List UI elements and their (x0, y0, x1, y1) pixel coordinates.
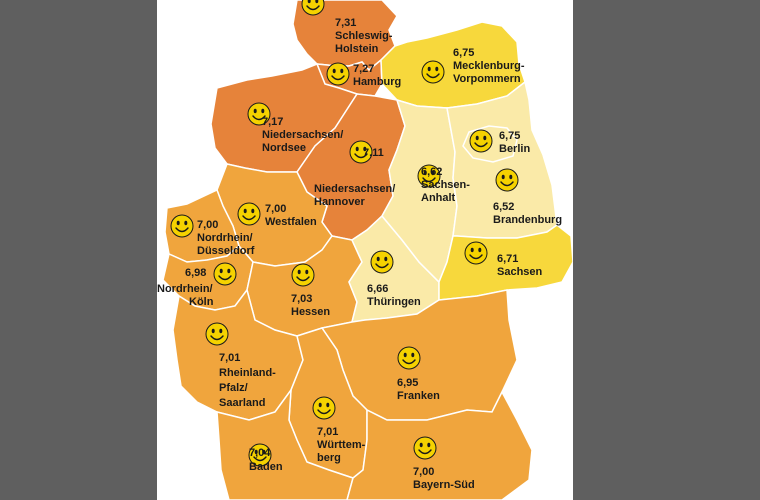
region-value: 7,17 (262, 116, 283, 128)
region-name: Pfalz/ (219, 382, 248, 394)
region-value: 7,31 (335, 17, 356, 29)
region-name: Düsseldorf (197, 245, 255, 257)
region-name: Niedersachsen/ (262, 129, 343, 141)
sachsen-anhalt-smiley-icon (417, 164, 441, 188)
regions-layer (162, 0, 573, 500)
region-name: Sachsen- (421, 179, 470, 191)
region-label-rheinland-pfalz-saarland: 7,01 Rheinland- Pfalz/Saarland (205, 322, 276, 409)
region-name: Brandenburg (493, 214, 562, 226)
region-name: Vorpommern (453, 73, 521, 85)
westfalen-smiley-icon (237, 202, 261, 226)
sachsen-smiley-icon (464, 241, 488, 265)
region-name: Holstein (335, 43, 379, 55)
nordrhein-koeln-smiley-icon (213, 262, 237, 286)
region-name: Thüringen (367, 296, 421, 308)
region-label-nordrhein-koeln: 6,98 Nordrhein/Köln (157, 262, 237, 308)
niedersachsen-nordsee-smiley-icon (247, 102, 271, 126)
region-name: Sachsen (497, 266, 543, 278)
region-value: 6,52 (493, 201, 514, 213)
region-name: Niedersachsen/ (314, 183, 395, 195)
franken-smiley-icon (397, 346, 421, 370)
region-name: Westfalen (265, 216, 317, 228)
germany-map: 7,31Schleswig-Holstein7,27Hamburg6,75Mec… (157, 0, 573, 500)
region-name: Mecklenburg- (453, 60, 525, 72)
region-value: 6,98 (185, 267, 206, 279)
hamburg-smiley-icon (326, 62, 350, 86)
region-value: 6,66 (367, 283, 388, 295)
labels-layer: 7,31Schleswig-Holstein7,27Hamburg6,75Mec… (157, 0, 562, 491)
berlin-smiley-icon (469, 129, 493, 153)
region-value: 7,04 (249, 447, 271, 459)
region-name: Nordrhein/ (157, 283, 213, 295)
region-name: Hannover (314, 196, 365, 208)
region-name: Schleswig- (335, 30, 393, 42)
map-panel: 7,31 Schleswig- Holstein 7,27 Hamburg 6,75 Mec… (157, 0, 573, 500)
mecklenburg-vorpommern-smiley-icon (421, 60, 445, 84)
region-value: 6,75 (499, 130, 520, 142)
region-name: Württem- (317, 439, 366, 451)
hessen-smiley-icon (291, 263, 315, 287)
region-value: 7,11 (363, 147, 384, 159)
baden-smiley-icon (248, 443, 272, 467)
region-value: 7,27 (353, 63, 374, 75)
region-name: Franken (397, 390, 440, 402)
region-label-niedersachsen-hannover: 7,11 Niedersachsen/Hannover (314, 140, 395, 208)
region-value: 7,01 (219, 352, 240, 364)
region-value: 6,95 (397, 377, 418, 389)
region-value: 7,03 (291, 293, 312, 305)
region-name: Anhalt (421, 192, 456, 204)
rheinland-pfalz-saarland-smiley-icon (205, 322, 229, 346)
niedersachsen-hannover-smiley-icon (349, 140, 373, 164)
region-name: Köln (189, 296, 214, 308)
region-name: berg (317, 452, 341, 464)
brandenburg-smiley-icon (495, 168, 519, 192)
region-name: Hamburg (353, 76, 401, 88)
region-value: 6,62 (421, 166, 442, 178)
region-baden[interactable] (216, 387, 354, 500)
region-value: 7,00 (197, 219, 218, 231)
schleswig-holstein-smiley-icon (301, 0, 325, 16)
region-value: 7,01 (317, 426, 338, 438)
region-value: 7,00 (413, 466, 434, 478)
region-value: 6,71 (497, 253, 518, 265)
region-value: 6,75 (453, 47, 474, 59)
region-name: Nordsee (262, 142, 306, 154)
region-name: Rheinland- (219, 367, 276, 379)
nordrhein-duesseldorf-smiley-icon (170, 214, 194, 238)
bayern-sued-smiley-icon (413, 436, 437, 460)
region-name: Berlin (499, 143, 530, 155)
thueringen-smiley-icon (370, 250, 394, 274)
region-name: Bayern-Süd (413, 479, 475, 491)
wuerttemberg-smiley-icon (312, 396, 336, 420)
region-name: Saarland (219, 397, 265, 409)
region-name: Hessen (291, 306, 330, 318)
region-name: Baden (249, 461, 283, 473)
region-bayern-sued[interactable] (346, 390, 533, 500)
region-label-baden: 7,04 Baden (248, 443, 283, 473)
region-value: 7,00 (265, 203, 286, 215)
region-name: Nordrhein/ (197, 232, 253, 244)
